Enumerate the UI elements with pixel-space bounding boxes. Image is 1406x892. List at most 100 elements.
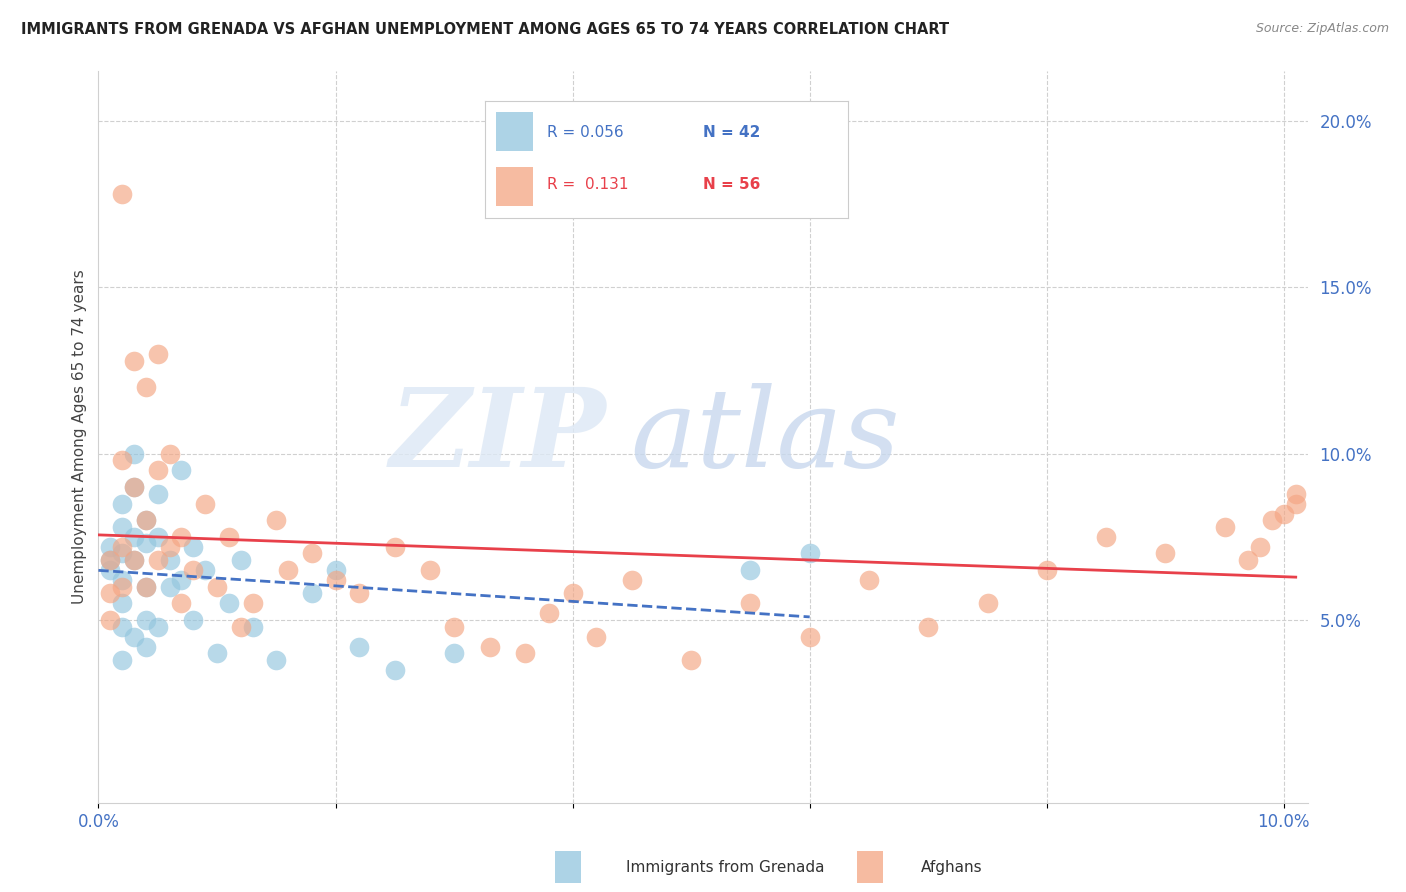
- Point: [146, 463, 169, 477]
- Text: Source: ZipAtlas.com: Source: ZipAtlas.com: [1256, 22, 1389, 36]
- Point: [135, 613, 157, 627]
- Point: [135, 536, 157, 550]
- Point: [111, 540, 134, 554]
- Point: [159, 553, 181, 567]
- Point: [159, 580, 181, 594]
- Point: [515, 646, 537, 660]
- Point: [170, 530, 193, 544]
- Point: [1261, 513, 1284, 527]
- Point: [135, 640, 157, 654]
- Point: [122, 447, 145, 461]
- Point: [111, 546, 134, 560]
- Point: [218, 596, 240, 610]
- Point: [1285, 486, 1308, 500]
- Point: [799, 546, 821, 560]
- Point: [740, 596, 762, 610]
- Point: [181, 540, 204, 554]
- Point: [111, 653, 134, 667]
- Point: [111, 187, 134, 202]
- Point: [205, 646, 228, 660]
- Point: [135, 580, 157, 594]
- Point: [98, 540, 121, 554]
- Text: ZIP: ZIP: [389, 384, 606, 491]
- Point: [122, 630, 145, 644]
- Point: [858, 573, 880, 587]
- Point: [122, 480, 145, 494]
- Point: [443, 646, 465, 660]
- Point: [229, 619, 252, 633]
- Point: [205, 580, 228, 594]
- Point: [98, 553, 121, 567]
- Point: [384, 663, 406, 677]
- Point: [976, 596, 998, 610]
- Point: [301, 586, 323, 600]
- Point: [478, 640, 501, 654]
- Point: [111, 453, 134, 467]
- Point: [1213, 520, 1236, 534]
- Point: [111, 520, 134, 534]
- Point: [1272, 507, 1295, 521]
- Point: [146, 347, 169, 361]
- Point: [122, 480, 145, 494]
- Point: [325, 573, 347, 587]
- Point: [122, 530, 145, 544]
- Point: [122, 553, 145, 567]
- Point: [443, 619, 465, 633]
- Point: [585, 630, 607, 644]
- Text: atlas: atlas: [630, 384, 900, 491]
- Point: [1154, 546, 1177, 560]
- Point: [146, 619, 169, 633]
- Point: [194, 497, 217, 511]
- Text: Immigrants from Grenada: Immigrants from Grenada: [626, 860, 824, 874]
- Point: [146, 530, 169, 544]
- Text: IMMIGRANTS FROM GRENADA VS AFGHAN UNEMPLOYMENT AMONG AGES 65 TO 74 YEARS CORRELA: IMMIGRANTS FROM GRENADA VS AFGHAN UNEMPL…: [21, 22, 949, 37]
- Point: [1095, 530, 1118, 544]
- Point: [122, 353, 145, 368]
- Point: [301, 546, 323, 560]
- Point: [98, 613, 121, 627]
- Point: [537, 607, 560, 621]
- Point: [159, 540, 181, 554]
- Point: [264, 653, 287, 667]
- Point: [170, 573, 193, 587]
- Point: [135, 513, 157, 527]
- Point: [740, 563, 762, 577]
- Point: [264, 513, 287, 527]
- Point: [419, 563, 441, 577]
- Point: [111, 580, 134, 594]
- Point: [229, 553, 252, 567]
- Point: [218, 530, 240, 544]
- Point: [98, 586, 121, 600]
- Point: [98, 553, 121, 567]
- Point: [1249, 540, 1271, 554]
- Point: [181, 613, 204, 627]
- Point: [242, 596, 264, 610]
- Point: [111, 619, 134, 633]
- Point: [170, 463, 193, 477]
- Point: [242, 619, 264, 633]
- Point: [799, 630, 821, 644]
- Point: [146, 553, 169, 567]
- Point: [98, 563, 121, 577]
- Point: [1285, 497, 1308, 511]
- Point: [384, 540, 406, 554]
- Point: [1036, 563, 1059, 577]
- Text: Afghans: Afghans: [921, 860, 983, 874]
- Point: [347, 586, 370, 600]
- Point: [681, 653, 703, 667]
- Point: [135, 380, 157, 394]
- Point: [917, 619, 939, 633]
- Point: [347, 640, 370, 654]
- Point: [146, 486, 169, 500]
- Point: [194, 563, 217, 577]
- Point: [325, 563, 347, 577]
- Point: [181, 563, 204, 577]
- Point: [111, 573, 134, 587]
- Point: [135, 580, 157, 594]
- Point: [277, 563, 299, 577]
- Point: [620, 573, 643, 587]
- Point: [159, 447, 181, 461]
- Point: [135, 513, 157, 527]
- Point: [111, 596, 134, 610]
- Point: [170, 596, 193, 610]
